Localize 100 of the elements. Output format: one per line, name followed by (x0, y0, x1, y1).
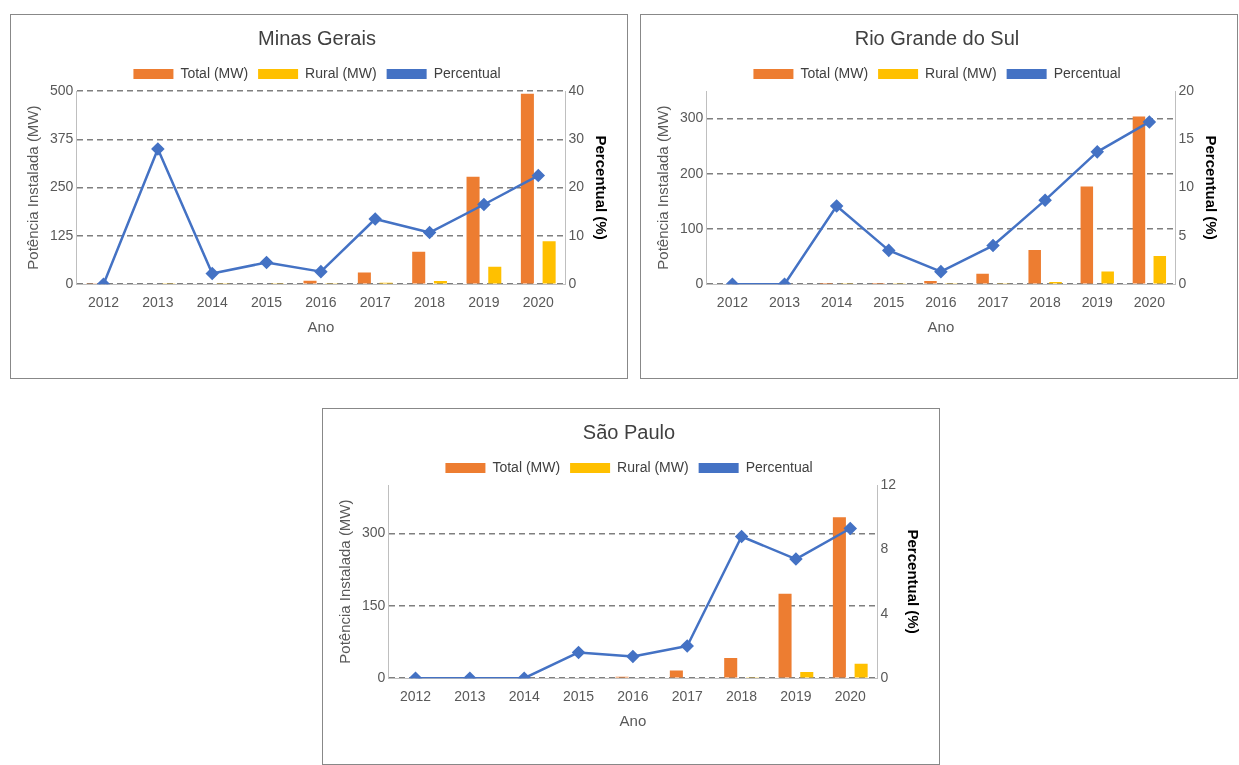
x-tick-label: 2015 (250, 294, 283, 311)
x-tick-label: 2019 (1081, 294, 1114, 311)
bar (778, 593, 792, 678)
y-axis-title: Potência Instalada (MW) (654, 105, 672, 270)
x-tick-label: 2017 (977, 294, 1009, 311)
y-tick-label: 250 (50, 178, 74, 195)
x-tick-label: 2013 (142, 294, 174, 311)
bar (1132, 116, 1146, 284)
y-tick-label: 375 (50, 130, 74, 147)
x-tick-label: 2017 (671, 688, 704, 705)
x-tick-label: 2013 (454, 688, 486, 705)
y-tick-label: 0 (377, 669, 386, 686)
y2-tick-label: 40 (568, 81, 585, 98)
x-tick-label: 2014 (508, 688, 540, 705)
x-axis-title: Ano (619, 712, 647, 730)
point (986, 239, 1000, 252)
point (477, 198, 491, 211)
y-tick-label: 150 (362, 596, 386, 613)
x-tick-label: 2012 (87, 294, 120, 311)
legend-label: Total (MW) (800, 64, 869, 81)
x-tick-label: 2016 (925, 294, 957, 311)
point (735, 530, 748, 543)
y2-tick-label: 0 (1178, 275, 1187, 292)
bar (520, 93, 534, 284)
x-tick-label: 2018 (414, 294, 446, 311)
bar (854, 663, 868, 678)
x-tick-label: 2016 (305, 294, 337, 311)
bar (1080, 186, 1094, 284)
x-tick-label: 2020 (522, 294, 555, 311)
bar (1153, 256, 1167, 284)
point (882, 244, 896, 257)
y2-tick-label: 20 (1178, 81, 1195, 98)
bar (488, 266, 502, 284)
point (1038, 193, 1052, 207)
point (260, 256, 273, 269)
x-tick-label: 2017 (359, 294, 392, 311)
bar (542, 241, 556, 284)
bar (357, 272, 371, 284)
y-tick-label: 100 (680, 219, 704, 236)
legend-label: Percentual (1053, 64, 1121, 81)
bar (1101, 271, 1114, 284)
x-tick-label: 2012 (716, 294, 749, 311)
y2-tick-label: 0 (880, 669, 889, 686)
bar (412, 251, 426, 284)
point (314, 265, 328, 278)
legend-label: Rural (MW) (617, 458, 689, 475)
y-tick-label: 300 (362, 524, 386, 541)
y2-tick-label: 10 (1178, 178, 1195, 195)
y-axis-title: Potência Instalada (MW) (336, 499, 354, 664)
y-tick-label: 300 (680, 109, 704, 126)
legend-label: Percentual (433, 64, 501, 81)
y2-tick-label: 4 (880, 604, 889, 621)
y2-axis-title: Percentual (%) (904, 529, 922, 634)
legend-label: Rural (MW) (305, 64, 377, 81)
bar (466, 176, 480, 284)
x-tick-label: 2020 (1133, 294, 1166, 311)
x-tick-label: 2016 (617, 688, 649, 705)
y2-tick-label: 15 (1178, 130, 1195, 147)
x-tick-label: 2018 (726, 688, 758, 705)
x-axis-title: Ano (927, 318, 955, 336)
point (532, 169, 545, 182)
y2-tick-label: 8 (880, 540, 889, 557)
x-tick-label: 2019 (468, 294, 500, 311)
y-tick-label: 125 (50, 226, 74, 243)
x-tick-label: 2012 (399, 688, 432, 705)
point (830, 199, 843, 213)
x-tick-label: 2014 (196, 294, 228, 311)
point (205, 267, 219, 280)
bar (800, 671, 814, 678)
bar (669, 670, 683, 678)
x-tick-label: 2014 (821, 294, 853, 311)
bar (1028, 249, 1041, 284)
legend-label: Rural (MW) (925, 64, 997, 81)
x-tick-label: 2020 (834, 688, 867, 705)
chart-title: Rio Grande do Sul (854, 26, 1020, 49)
y2-tick-label: 30 (568, 130, 585, 147)
y2-tick-label: 5 (1178, 226, 1187, 243)
point (934, 265, 948, 278)
x-tick-label: 2019 (780, 688, 812, 705)
chart-title: Minas Gerais (258, 26, 376, 49)
point (423, 226, 436, 239)
bar (976, 273, 989, 284)
y-tick-label: 0 (695, 275, 704, 292)
chart-title: São Paulo (582, 420, 676, 443)
point (368, 212, 382, 226)
x-axis-title: Ano (307, 318, 335, 336)
point (844, 522, 857, 535)
x-tick-label: 2015 (873, 294, 905, 311)
bar (724, 657, 738, 678)
x-tick-label: 2015 (562, 688, 595, 705)
x-tick-label: 2013 (768, 294, 801, 311)
y2-tick-label: 10 (568, 226, 585, 243)
y-tick-label: 0 (65, 275, 74, 292)
bar (832, 517, 846, 678)
y2-tick-label: 20 (568, 178, 585, 195)
y2-axis-title: Percentual (%) (1202, 135, 1220, 240)
legend-label: Total (MW) (492, 458, 561, 475)
y2-tick-label: 12 (880, 475, 897, 492)
legend-label: Total (MW) (180, 64, 249, 81)
point (1143, 115, 1156, 129)
